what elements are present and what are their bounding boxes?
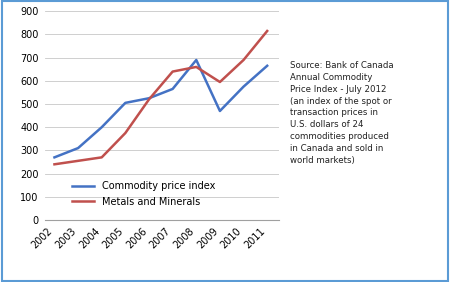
Metals and Minerals (146, 98, 152, 101)
Commodity price index (265, 64, 270, 67)
Commodity price index (99, 125, 104, 129)
Metals and Minerals (123, 131, 128, 135)
Commodity price index (146, 96, 152, 100)
Legend: Commodity price index, Metals and Minerals: Commodity price index, Metals and Minera… (68, 177, 219, 211)
Metals and Minerals (217, 80, 223, 84)
Metals and Minerals (52, 163, 57, 166)
Line: Commodity price index: Commodity price index (54, 60, 267, 157)
Metals and Minerals (99, 156, 104, 159)
Text: Source: Bank of Canada
Annual Commodity
Price Index - July 2012
(an index of the: Source: Bank of Canada Annual Commodity … (290, 61, 394, 164)
Metals and Minerals (194, 65, 199, 69)
Metals and Minerals (170, 70, 176, 73)
Metals and Minerals (241, 58, 246, 62)
Commodity price index (123, 101, 128, 105)
Commodity price index (217, 109, 223, 113)
Metals and Minerals (265, 29, 270, 33)
Metals and Minerals (76, 159, 81, 162)
Commodity price index (170, 87, 176, 91)
Line: Metals and Minerals: Metals and Minerals (54, 31, 267, 164)
Commodity price index (241, 85, 246, 88)
Commodity price index (76, 146, 81, 150)
Commodity price index (52, 156, 57, 159)
Commodity price index (194, 58, 199, 62)
